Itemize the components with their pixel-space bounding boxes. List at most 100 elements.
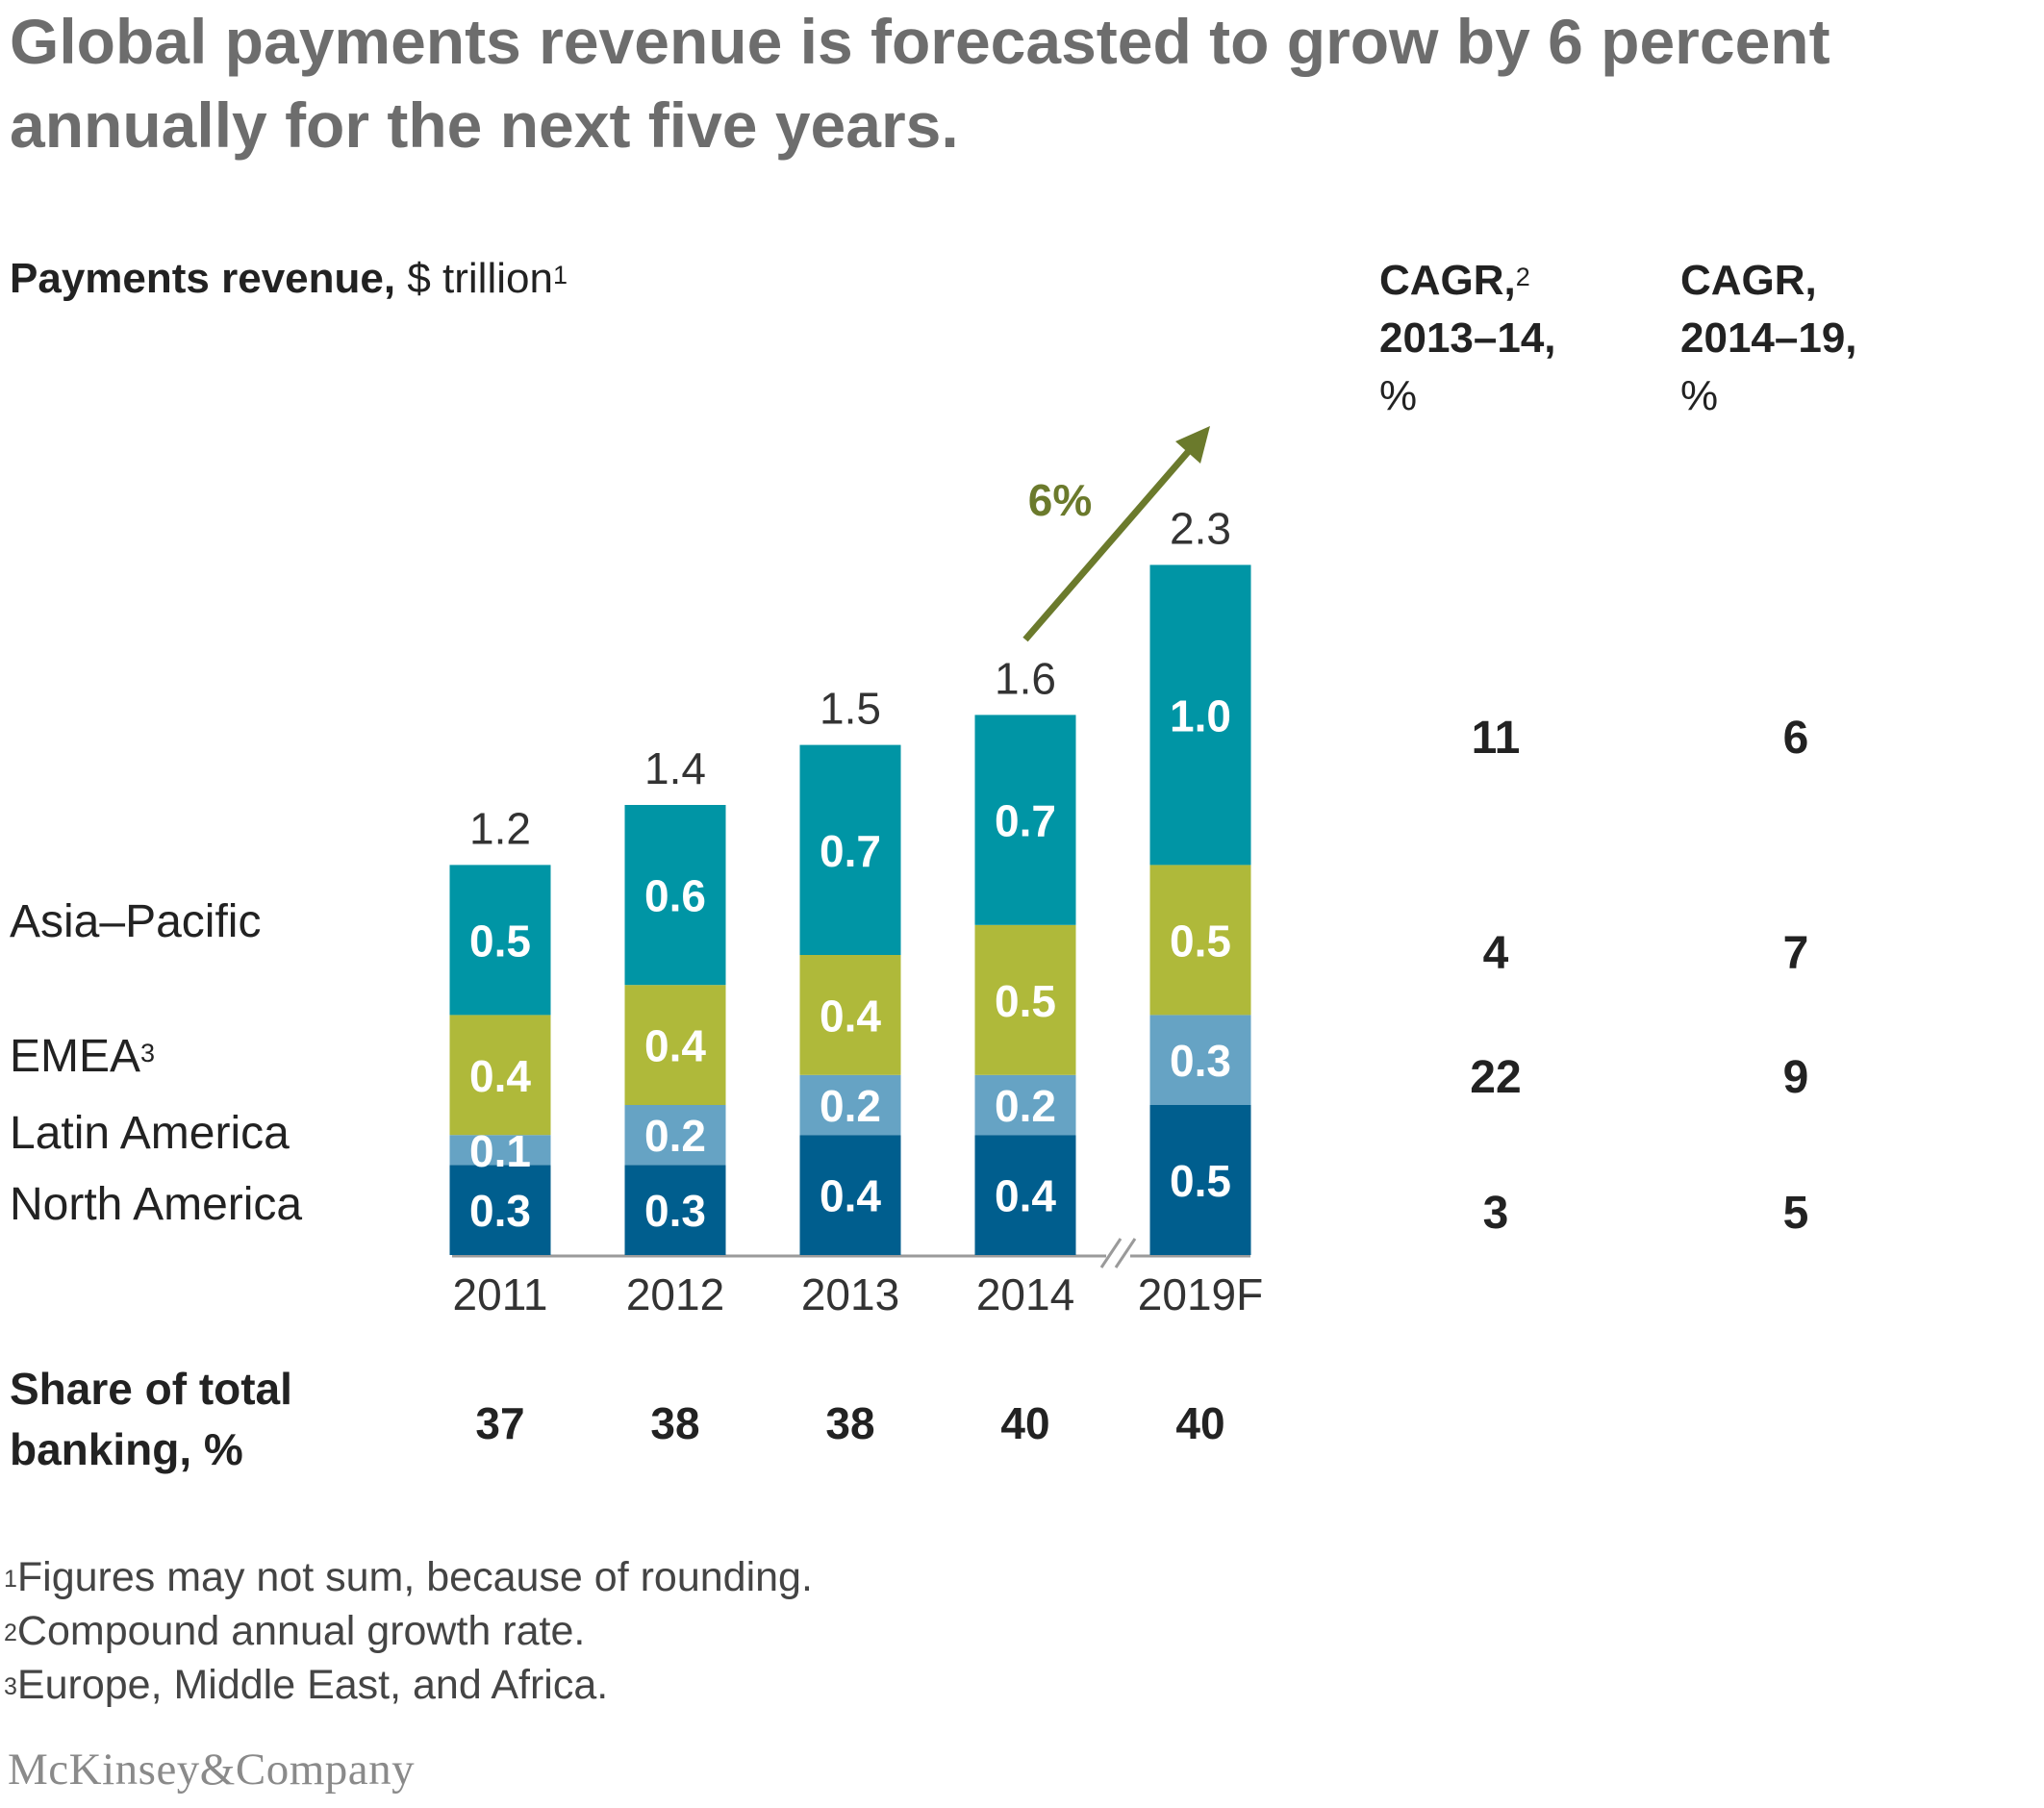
footnote-1: 1Figures may not sum, because of roundin… xyxy=(4,1552,813,1602)
subtitle-note: 1 xyxy=(552,261,568,289)
segment-value-label: 0.5 xyxy=(1170,1156,1231,1206)
footnote-text: Compound annual growth rate. xyxy=(16,1608,586,1654)
bar-segment-latin-america xyxy=(799,1074,901,1136)
share-label-line1: Share of total xyxy=(10,1364,292,1414)
bar-segment-emea xyxy=(449,1015,551,1136)
segment-value-label: 0.4 xyxy=(469,1051,531,1101)
growth-arrow-shaft xyxy=(1022,449,1191,642)
segment-value-label: 0.3 xyxy=(644,1186,706,1236)
segment-value-label: 0.4 xyxy=(820,991,881,1041)
bar-total-label: 1.6 xyxy=(995,653,1056,703)
bar-segment-asia-pacific xyxy=(1149,565,1251,866)
region-label-latin-america: Latin America xyxy=(10,1107,290,1161)
axis-break-mark xyxy=(1099,1238,1123,1268)
bar-segment-emea xyxy=(1149,865,1251,1016)
footnote-marker: 2 xyxy=(4,1620,17,1646)
segment-value-label: 1.0 xyxy=(1170,691,1231,741)
bar-segment-latin-america xyxy=(974,1074,1076,1136)
cagr-2013-14-value: 4 xyxy=(1483,928,1509,979)
cagr-header-line1: CAGR, xyxy=(1680,257,1817,304)
share-value: 37 xyxy=(475,1398,524,1448)
mckinsey-logo: McKinsey&Company xyxy=(8,1745,416,1795)
segment-value-label: 0.5 xyxy=(995,976,1056,1026)
cagr-header-line3: % xyxy=(1680,372,1719,419)
cagr-2013-14-value: 11 xyxy=(1472,713,1521,764)
region-label-note: 3 xyxy=(140,1039,156,1067)
bar-total-label: 2.3 xyxy=(1170,503,1231,553)
bar-segment-north-america xyxy=(974,1135,1076,1255)
region-label-text: Asia–Pacific xyxy=(10,896,262,947)
footnote-marker: 3 xyxy=(4,1673,17,1700)
cagr-2014-19-value: 7 xyxy=(1783,928,1809,979)
cagr-2014-19-value: 5 xyxy=(1783,1188,1809,1239)
region-label-text: Latin America xyxy=(10,1108,290,1159)
cagr-2014-19-value: 9 xyxy=(1783,1052,1809,1103)
share-value: 40 xyxy=(1000,1398,1049,1448)
chart-title: Global payments revenue is forecasted to… xyxy=(10,6,1830,161)
bar-total-label: 1.5 xyxy=(820,684,881,734)
growth-rate-label: 6% xyxy=(1028,475,1092,525)
segment-value-label: 0.5 xyxy=(1170,916,1231,966)
cagr-2013-14-value: 22 xyxy=(1470,1052,1521,1103)
segment-value-label: 0.2 xyxy=(995,1081,1056,1131)
share-value: 38 xyxy=(650,1398,699,1448)
segment-value-label: 0.7 xyxy=(995,796,1056,846)
x-tick-label: 2011 xyxy=(453,1269,548,1319)
bar-segment-north-america xyxy=(799,1135,901,1255)
bar-segment-emea xyxy=(799,955,901,1075)
bar-segment-emea xyxy=(624,985,726,1105)
segment-value-label: 0.3 xyxy=(1170,1036,1231,1086)
x-tick-label: 2012 xyxy=(626,1269,724,1319)
region-label-emea: EMEA3 xyxy=(10,1030,155,1084)
cagr-header-line3: % xyxy=(1379,372,1418,419)
bar-segment-latin-america xyxy=(1149,1015,1251,1105)
region-label-asia-pacific: Asia–Pacific xyxy=(10,895,261,949)
bar-segment-asia-pacific xyxy=(624,805,726,986)
segment-value-label: 0.2 xyxy=(644,1111,706,1161)
growth-arrow-head xyxy=(1175,426,1210,464)
bar-segment-asia-pacific xyxy=(974,715,1076,925)
footnote-3: 3Europe, Middle East, and Africa. xyxy=(4,1660,608,1710)
bar-segment-asia-pacific xyxy=(799,744,901,955)
cagr-header-note: 2 xyxy=(1515,263,1530,291)
cagr-header-line2: 2013–14, xyxy=(1379,314,1556,362)
footnote-text: Figures may not sum, because of rounding… xyxy=(16,1554,813,1600)
region-label-text: EMEA xyxy=(10,1031,141,1082)
subtitle-unit: $ trillion xyxy=(395,255,553,302)
bar-segment-north-america xyxy=(624,1165,726,1255)
segment-value-label: 0.3 xyxy=(469,1186,531,1236)
share-label-line2: banking, % xyxy=(10,1424,243,1474)
cagr-2014-19-value: 6 xyxy=(1783,713,1809,764)
subtitle-bold: Payments revenue, xyxy=(10,255,396,302)
bar-segment-asia-pacific xyxy=(449,865,551,1016)
segment-value-label: 0.7 xyxy=(820,826,881,876)
cagr-2013-14-value: 3 xyxy=(1483,1188,1509,1239)
bar-segment-north-america xyxy=(1149,1105,1251,1255)
bar-segment-north-america xyxy=(449,1165,551,1255)
footnote-text: Europe, Middle East, and Africa. xyxy=(16,1662,609,1708)
chart-subtitle: Payments revenue, $ trillion1 xyxy=(10,252,568,306)
bar-total-label: 1.4 xyxy=(644,743,706,793)
bar-segment-emea xyxy=(974,924,1076,1075)
footnote-marker: 1 xyxy=(4,1566,17,1593)
share-value: 38 xyxy=(825,1398,874,1448)
share-of-total-banking-label: Share of total banking, % xyxy=(10,1359,292,1480)
segment-value-label: 0.5 xyxy=(469,916,531,966)
segment-value-label: 0.4 xyxy=(820,1171,881,1221)
cagr-header-line1: CAGR, xyxy=(1379,257,1516,304)
bar-segment-latin-america xyxy=(449,1135,551,1166)
axis-break-mark xyxy=(1114,1238,1137,1268)
cagr-header-2014-19: CAGR, 2014–19, % xyxy=(1680,252,1857,425)
segment-value-label: 0.6 xyxy=(644,871,706,921)
x-tick-label: 2014 xyxy=(976,1269,1074,1319)
x-tick-label: 2019F xyxy=(1138,1269,1263,1319)
cagr-header-line2: 2014–19, xyxy=(1680,314,1857,362)
cagr-header-2013-14: CAGR,2 2013–14, % xyxy=(1379,252,1556,425)
bar-total-label: 1.2 xyxy=(469,803,531,853)
region-label-text: North America xyxy=(10,1179,303,1230)
footnote-2: 2Compound annual growth rate. xyxy=(4,1606,585,1656)
segment-value-label: 0.2 xyxy=(820,1081,881,1131)
region-label-north-america: North America xyxy=(10,1178,302,1232)
share-value: 40 xyxy=(1175,1398,1224,1448)
